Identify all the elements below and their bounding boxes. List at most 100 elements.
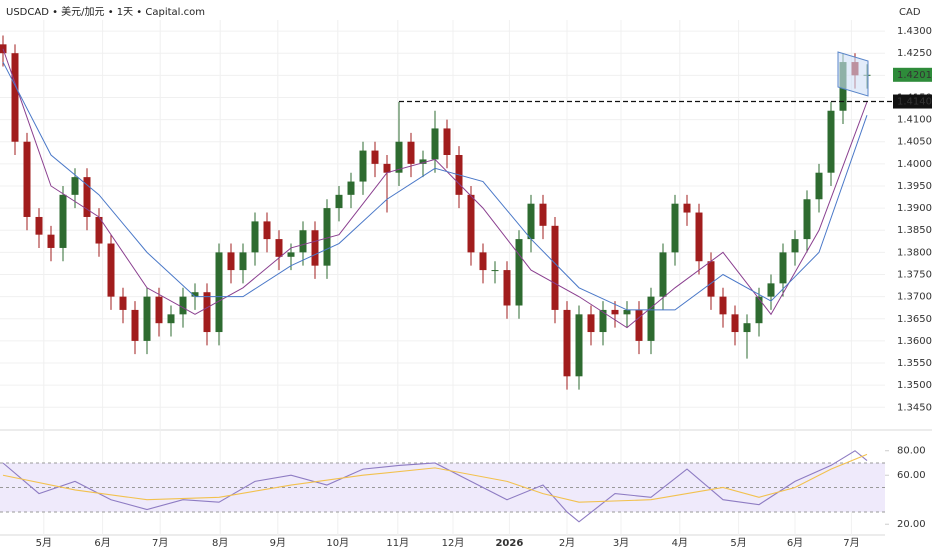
y-axis-label: CAD — [899, 7, 921, 18]
candle-body — [779, 252, 787, 284]
candle-body — [647, 296, 655, 341]
candle-body — [803, 199, 811, 240]
candle-body — [383, 163, 391, 173]
candle-body — [575, 314, 583, 377]
y-tick-label: 1.38500 — [897, 225, 932, 236]
y-tick-label: 1.38000 — [897, 247, 932, 258]
candle-body — [767, 283, 775, 297]
y-tick-label: 60.00 — [897, 470, 926, 481]
y-tick-label: 1.39500 — [897, 181, 932, 192]
x-tick-label: 3月 — [613, 537, 629, 549]
candle-body — [311, 230, 319, 266]
candle-body — [587, 314, 595, 333]
candle-body — [227, 252, 235, 271]
x-tick-label: 9月 — [270, 537, 286, 549]
candle-body — [503, 270, 511, 306]
rsi-line — [2, 450, 868, 523]
candle-body — [59, 194, 67, 248]
candle-body — [491, 270, 499, 272]
candle-body — [275, 239, 283, 257]
candle-body — [335, 194, 343, 209]
candle-body — [191, 292, 199, 297]
candle-body — [215, 252, 223, 333]
x-tick-label: 5月 — [730, 537, 746, 549]
candle-body — [719, 296, 727, 315]
candle-body — [527, 203, 535, 240]
candle-body — [155, 296, 163, 324]
candle-body — [371, 150, 379, 164]
y-tick-label: 1.36500 — [897, 314, 932, 325]
candle-body — [287, 252, 295, 257]
candle-body — [323, 208, 331, 266]
candle-body — [743, 323, 751, 333]
rsi-band — [0, 462, 885, 512]
candle-body — [263, 221, 271, 240]
candle-body — [551, 225, 559, 310]
y-tick-label: 20.00 — [897, 519, 926, 530]
candle-body — [35, 216, 43, 235]
x-tick-label: 11月 — [386, 537, 409, 549]
candle-body — [563, 309, 571, 377]
flag-channel — [837, 51, 869, 97]
candle-body — [299, 230, 307, 253]
candle-body — [239, 252, 247, 271]
candle-body — [131, 309, 139, 341]
moving-average — [2, 61, 868, 311]
candle-body — [407, 141, 415, 164]
x-tick-label: 7月 — [843, 537, 859, 549]
candle-body — [83, 177, 91, 217]
level-label: 1.41408 — [897, 97, 932, 108]
x-tick-label: 12月 — [442, 537, 465, 549]
y-tick-label: 1.35000 — [897, 380, 932, 391]
x-tick-label: 5月 — [36, 537, 52, 549]
candle-body — [143, 296, 151, 341]
candle-body — [167, 314, 175, 324]
candle-body — [539, 203, 547, 226]
candle-body — [683, 203, 691, 213]
candle-body — [95, 216, 103, 244]
candle-body — [11, 53, 19, 142]
candle-body — [203, 292, 211, 333]
chart-title: USDCAD • 美元/加元 • 1天 • Capital.com — [6, 5, 205, 18]
x-tick-label: 8月 — [212, 537, 228, 549]
candle-body — [431, 128, 439, 160]
x-tick-label: 4月 — [672, 537, 688, 549]
candle-body — [119, 296, 127, 310]
candle-body — [71, 177, 79, 195]
price-label: 1.42012 — [897, 70, 932, 81]
candle-body — [827, 110, 835, 173]
candle-body — [347, 181, 355, 195]
rsi-line — [2, 453, 868, 503]
moving-average — [2, 48, 868, 329]
candle-body — [107, 243, 115, 297]
candle-body — [359, 150, 367, 182]
y-tick-label: 1.36000 — [897, 336, 932, 347]
x-tick-label: 7月 — [152, 537, 168, 549]
candle-body — [479, 252, 487, 271]
y-tick-label: 1.35500 — [897, 358, 932, 369]
candle-body — [815, 172, 823, 200]
candle-body — [419, 159, 427, 164]
candle-body — [695, 212, 703, 262]
x-tick-label: 10月 — [326, 537, 349, 549]
candle-body — [623, 309, 631, 315]
y-tick-label: 80.00 — [897, 446, 926, 457]
x-tick-label: 2月 — [559, 537, 575, 549]
candle-body — [731, 314, 739, 333]
candle-body — [671, 203, 679, 253]
candle-body — [23, 141, 31, 217]
x-tick-label: 2026 — [495, 538, 523, 549]
candle-body — [707, 261, 715, 297]
y-tick-label: 1.40500 — [897, 137, 932, 148]
price-badge — [893, 67, 932, 82]
candle-body — [791, 239, 799, 253]
candle-body — [251, 221, 259, 253]
candle-body — [395, 141, 403, 173]
y-tick-label: 1.42500 — [897, 48, 932, 59]
candle-body — [599, 309, 607, 333]
y-tick-label: 1.37500 — [897, 270, 932, 281]
y-tick-label: 1.34500 — [897, 402, 932, 413]
y-tick-label: 1.41000 — [897, 115, 932, 126]
candle-body — [179, 296, 187, 315]
